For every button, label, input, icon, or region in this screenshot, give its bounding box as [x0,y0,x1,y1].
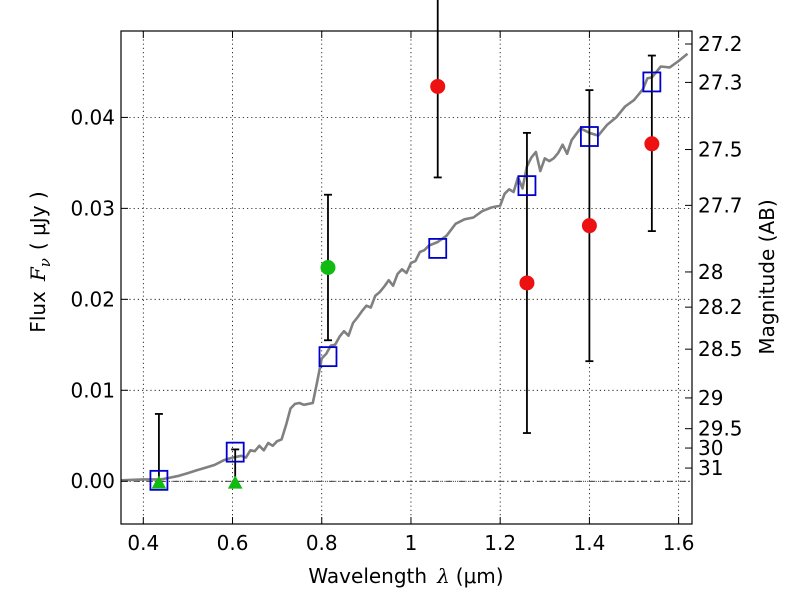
right-axis-label: Magnitude (AB) [755,199,779,354]
x-tick-label: 1.2 [484,531,516,555]
measured-flux-point [320,259,336,275]
measured-flux-point [519,275,535,291]
mag-tick-label: 28.2 [698,295,743,319]
mag-tick-label: 28.5 [698,337,743,361]
upper-limit-triangle [227,475,243,489]
mag-tick-label: 27.2 [698,32,743,56]
y-tick-label: 0.01 [70,378,115,402]
y-tick-label: 0.03 [70,196,115,220]
model-photometry-square [579,126,599,147]
y-axis-label: FluxFν( μJy ) [26,191,54,332]
y-tick-label: 0.02 [70,287,115,311]
model-photometry-square [642,71,662,93]
x-axis-label: Wavelength λ (μm) [308,564,503,588]
x-tick-label: 1.4 [573,531,605,555]
mag-tick-label: 27.5 [698,138,743,162]
y-tick-label: 0.04 [70,105,115,129]
mag-tick-label: 27.3 [698,70,743,94]
mag-tick-label: 28 [698,260,723,284]
model-photometry-square [149,469,169,491]
data-markers [149,71,662,491]
model-spectrum [120,52,689,482]
model-spectrum-line [120,52,689,482]
x-tick-label: 1.6 [663,531,695,555]
mag-tick-label: 29.5 [698,417,743,441]
axis-ticks: 0.4 0.6 0.8 1 1.2 1.4 1.6 0.00 0.01 0.02 0.03 0.04 2… [70,31,743,555]
measured-flux-point [581,218,597,234]
x-tick-label: 1 [405,531,418,555]
x-tick-label: 0.8 [306,531,338,555]
model-photometry-square [517,175,537,197]
model-photometry-square [428,237,448,259]
x-tick-label: 0.6 [217,531,249,555]
mag-tick-label: 30 [698,436,723,460]
plot-frame [120,30,693,525]
model-photometry-square [318,346,338,368]
model-photometry-square [225,441,245,463]
x-tick-label: 0.4 [127,531,159,555]
measured-flux-point [644,136,660,152]
measured-flux-point [430,78,446,94]
mag-tick-label: 27.7 [698,193,743,217]
mag-tick-label: 29 [698,386,723,410]
y-tick-label: 0.00 [70,469,115,493]
mag-tick-label: 31 [698,456,723,480]
upper-limit-triangle [151,475,167,489]
